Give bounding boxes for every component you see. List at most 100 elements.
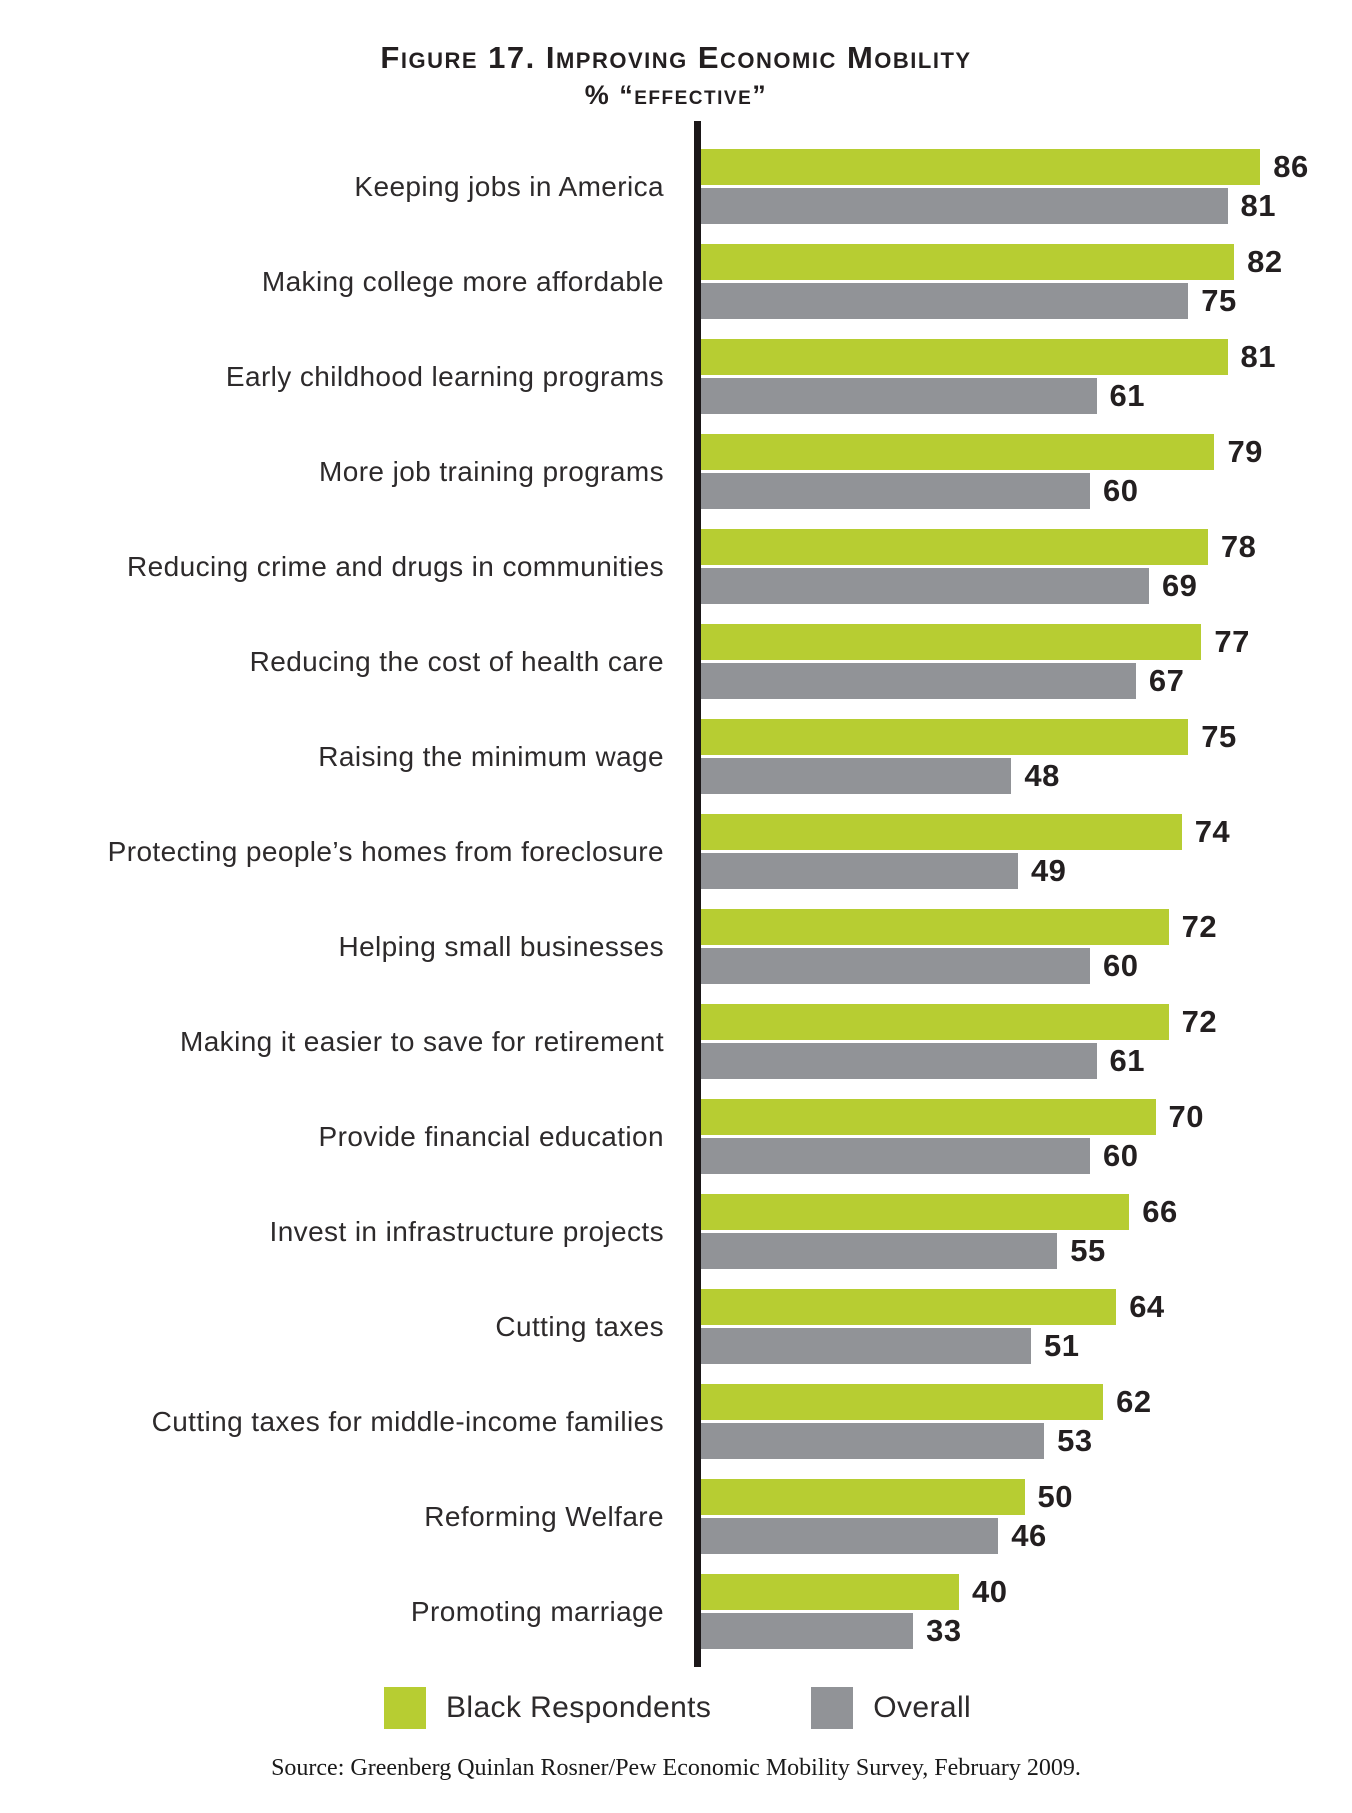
black-respondents-bar-line: 40 (697, 1574, 1352, 1610)
black-respondents-bar-line: 50 (697, 1479, 1352, 1515)
category-bars: 82 75 (697, 234, 1352, 329)
category-row: Reducing crime and drugs in communities … (0, 519, 1352, 614)
overall-bar-line: 60 (697, 1138, 1352, 1174)
category-label: Making college more affordable (261, 265, 664, 297)
black-respondents-value: 79 (1227, 434, 1263, 469)
category-row: Provide financial education 70 60 (0, 1089, 1352, 1184)
black-respondents-value: 82 (1247, 244, 1283, 279)
overall-bar (697, 1613, 914, 1649)
category-bars: 86 81 (697, 139, 1352, 234)
black-respondents-legend-label: Black Respondents (446, 1691, 712, 1724)
black-respondents-bar-line: 74 (697, 814, 1352, 850)
overall-value: 51 (1044, 1328, 1080, 1363)
overall-value: 81 (1240, 188, 1277, 223)
category-bars: 62 53 (697, 1374, 1352, 1469)
category-label: Making it easier to save for retirement (179, 1025, 664, 1057)
overall-value: 46 (1011, 1518, 1047, 1553)
black-respondents-value: 50 (1037, 1479, 1073, 1514)
black-respondents-bar (697, 719, 1189, 755)
overall-bar (697, 568, 1149, 604)
black-respondents-bar (697, 1384, 1104, 1420)
source-citation: Source: Greenberg Quinlan Rosner/Pew Eco… (271, 1755, 1081, 1781)
category-bars: 66 55 (697, 1184, 1352, 1279)
legend-item-overall: Overall (811, 1687, 971, 1729)
legend: Black Respondents Overall (384, 1687, 1352, 1729)
black-respondents-value: 77 (1214, 624, 1250, 659)
overall-bar-line: 55 (697, 1233, 1352, 1269)
black-respondents-value: 72 (1181, 909, 1218, 944)
category-row: Reducing the cost of health care 77 67 (0, 614, 1352, 709)
black-respondents-value: 72 (1181, 1004, 1218, 1039)
overall-value: 33 (926, 1613, 962, 1648)
category-label: Cutting taxes for middle-income families (151, 1405, 664, 1437)
overall-bar-line: 75 (697, 283, 1352, 319)
overall-bar (697, 1518, 999, 1554)
category-bars: 70 60 (697, 1089, 1352, 1184)
category-row: Making it easier to save for retirement … (0, 994, 1352, 1089)
black-respondents-value: 64 (1129, 1289, 1165, 1324)
overall-value: 55 (1070, 1233, 1106, 1268)
black-respondents-bar (697, 1004, 1169, 1040)
category-row: Raising the minimum wage 75 48 (0, 709, 1352, 804)
black-respondents-bar-line: 72 (697, 909, 1352, 945)
black-respondents-value: 66 (1142, 1194, 1178, 1229)
category-bars: 81 61 (697, 329, 1352, 424)
category-label: Raising the minimum wage (318, 740, 664, 772)
overall-bar-line: 33 (697, 1613, 1352, 1649)
category-label: Cutting taxes (495, 1310, 664, 1342)
overall-bar-line: 81 (697, 188, 1352, 224)
overall-swatch (811, 1687, 854, 1729)
category-label: Promoting marriage (410, 1595, 664, 1627)
chart-title: Figure 17. Improving Economic Mobility (380, 40, 972, 75)
overall-bar-line: 61 (697, 378, 1352, 414)
black-respondents-bar-line: 81 (697, 339, 1352, 375)
category-row: Invest in infrastructure projects 66 55 (0, 1184, 1352, 1279)
black-respondents-bar-line: 70 (697, 1099, 1352, 1135)
category-label: Reforming Welfare (424, 1500, 664, 1532)
overall-bar (697, 1233, 1058, 1269)
legend-item-black-respondents: Black Respondents (384, 1687, 711, 1729)
black-respondents-bar (697, 529, 1208, 565)
overall-bar (697, 663, 1136, 699)
category-label: Protecting people’s homes from foreclosu… (107, 835, 664, 867)
overall-value: 67 (1148, 663, 1185, 698)
black-respondents-bar-line: 72 (697, 1004, 1352, 1040)
category-label: Keeping jobs in America (354, 170, 664, 202)
category-row: Reforming Welfare 50 46 (0, 1469, 1352, 1564)
overall-bar-line: 49 (697, 853, 1352, 889)
black-respondents-bar-line: 75 (697, 719, 1352, 755)
black-respondents-bar (697, 814, 1182, 850)
black-respondents-bar (697, 339, 1228, 375)
black-respondents-value: 62 (1116, 1384, 1152, 1419)
category-bars: 78 69 (697, 519, 1352, 614)
category-bars: 75 48 (697, 709, 1352, 804)
overall-bar (697, 1328, 1032, 1364)
category-label: More job training programs (319, 455, 664, 487)
category-row: Cutting taxes 64 51 (0, 1279, 1352, 1374)
black-respondents-bar (697, 1479, 1025, 1515)
black-respondents-value: 40 (972, 1574, 1008, 1609)
category-row: Keeping jobs in America 86 81 (0, 139, 1352, 234)
black-respondents-bar-line: 77 (697, 624, 1352, 660)
bar-chart: Keeping jobs in America 86 81 Making col… (0, 121, 1352, 1667)
black-respondents-bar-line: 86 (697, 149, 1352, 185)
black-respondents-bar (697, 1574, 959, 1610)
category-row: Protecting people’s homes from foreclosu… (0, 804, 1352, 899)
category-bars: 64 51 (697, 1279, 1352, 1374)
black-respondents-bar (697, 909, 1169, 945)
overall-bar (697, 188, 1228, 224)
overall-value: 49 (1030, 853, 1067, 888)
overall-bar (697, 1423, 1045, 1459)
overall-value: 60 (1103, 1138, 1139, 1173)
overall-bar-line: 67 (697, 663, 1352, 699)
category-label: Reducing crime and drugs in communities (127, 550, 664, 582)
black-respondents-bar (697, 624, 1202, 660)
bar-rows: Keeping jobs in America 86 81 Making col… (0, 139, 1352, 1659)
overall-bar-line: 60 (697, 473, 1352, 509)
black-respondents-value: 86 (1273, 149, 1309, 184)
black-respondents-bar-line: 66 (697, 1194, 1352, 1230)
category-row: Helping small businesses 72 60 (0, 899, 1352, 994)
category-row: More job training programs 79 60 (0, 424, 1352, 519)
overall-value: 48 (1024, 758, 1060, 793)
category-bars: 77 67 (697, 614, 1352, 709)
